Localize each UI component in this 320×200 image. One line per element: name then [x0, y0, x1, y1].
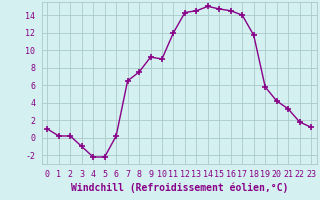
- X-axis label: Windchill (Refroidissement éolien,°C): Windchill (Refroidissement éolien,°C): [70, 182, 288, 193]
